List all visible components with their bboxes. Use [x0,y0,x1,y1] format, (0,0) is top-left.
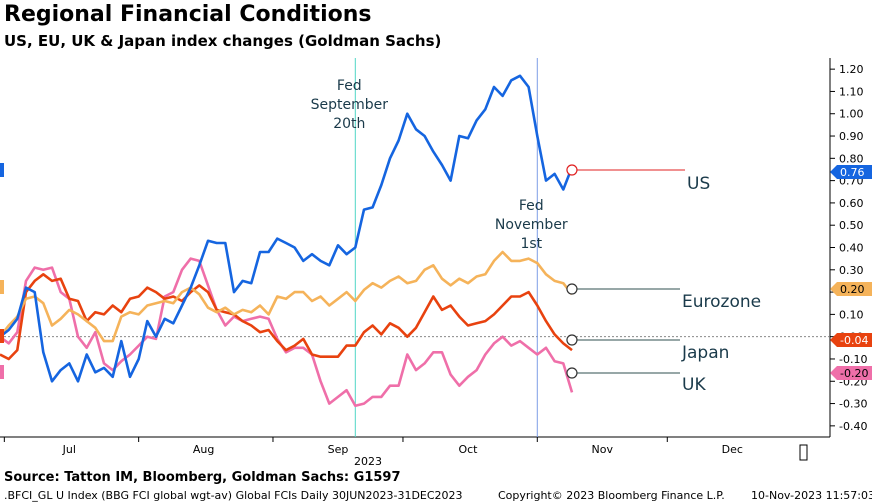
event-annotation: 20th [333,116,365,132]
value-tag-label: 0.20 [840,283,865,296]
y-tick-label: -0.30 [839,398,867,411]
left-series-marker [0,365,4,379]
value-tag [830,366,872,380]
series-label-japan: Japan [681,343,729,363]
chart-area: 1.201.101.000.900.800.700.600.500.400.30… [0,58,872,468]
x-tick-label: Nov [592,443,614,456]
left-series-marker [0,280,4,294]
y-tick-label: 1.20 [839,63,864,76]
value-tag-label: -0.20 [840,367,868,380]
x-tick-label: Jul [62,443,76,456]
y-tick-label: 0.90 [839,130,864,143]
value-tag-label: -0.04 [840,334,868,347]
end-marker [566,283,578,295]
x-tick-label: Dec [722,443,743,456]
event-annotation: Fed [337,78,362,94]
x-tick-label: Oct [458,443,478,456]
y-tick-label: 1.00 [839,108,864,121]
end-marker [566,334,578,346]
footer-copyright: Copyright© 2023 Bloomberg Finance L.P. [498,489,725,502]
y-tick-label: 0.30 [839,264,864,277]
end-marker [566,367,578,379]
value-tag-label: 0.76 [840,166,865,179]
y-tick-label: 0.50 [839,219,864,232]
y-tick-label: 0.10 [839,308,864,321]
series-label-us: US [687,174,710,194]
series-label-eurozone: Eurozone [682,292,761,312]
series-line-uk [0,257,574,408]
series-line-eurozone [0,250,574,343]
year-label: 2023 [354,455,382,468]
y-tick-label: 1.10 [839,85,864,98]
x-tick-label: Sep [328,443,349,456]
event-annotation: 1st [520,236,542,252]
value-tag [830,282,872,296]
event-annotation: Fed [519,198,544,214]
scroll-marker [799,444,808,461]
y-tick-label: -0.40 [839,420,867,433]
event-annotation: November [495,217,568,233]
series-line-japan [0,272,573,361]
y-tick-label: 0.40 [839,242,864,255]
chart-subtitle: US, EU, UK & Japan index changes (Goldma… [4,32,442,50]
left-series-marker [0,329,4,343]
series-line-us [0,74,574,383]
left-series-marker [0,163,4,177]
footer-ticker: .BFCI_GL U Index (BBG FCI global wgt-av)… [4,489,463,502]
source-note: Source: Tatton IM, Bloomberg, Goldman Sa… [4,470,401,485]
footer-timestamp: 10-Nov-2023 11:57:03 [751,489,872,502]
y-tick-label: 0.80 [839,152,864,165]
y-tick-label: 0.60 [839,197,864,210]
end-marker [566,164,578,176]
series-label-uk: UK [682,375,706,395]
x-tick-label: Aug [193,443,214,456]
value-tag [830,333,872,347]
event-annotation: September [311,97,389,113]
value-tag [830,165,872,179]
y-tick-label: -0.10 [839,353,867,366]
chart-title: Regional Financial Conditions [4,2,372,27]
